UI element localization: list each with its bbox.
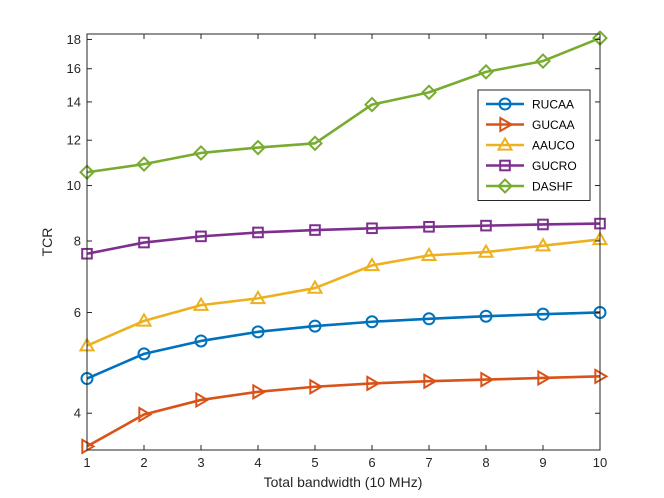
- y-tick-label-14: 14: [67, 94, 81, 109]
- data-point-rucaa-6: [365, 315, 379, 329]
- y-tick-label-8: 8: [74, 233, 81, 248]
- data-point-rucaa-7: [422, 312, 436, 326]
- data-point-dashf-7: [421, 84, 437, 101]
- data-point-gucaa-5: [309, 378, 324, 395]
- data-point-aauco-3: [192, 296, 210, 311]
- x-tick-label-7: 7: [425, 455, 432, 470]
- legend-entry-gucro: GUCRO: [486, 159, 577, 173]
- y-tick-label-6: 6: [74, 305, 81, 320]
- data-point-dashf-5: [307, 135, 323, 152]
- data-point-dashf-9: [535, 53, 551, 69]
- x-tick-label-6: 6: [368, 455, 375, 470]
- data-point-aauco-5: [306, 279, 324, 294]
- y-tick-label-16: 16: [67, 61, 81, 76]
- data-point-gucro-6: [366, 222, 378, 235]
- data-point-gucro-5: [309, 224, 321, 236]
- data-point-aauco-6: [363, 256, 381, 272]
- legend-marker-rucaa: [498, 97, 512, 111]
- legend-entry-aauco: AAUCO: [486, 136, 575, 153]
- legend: RUCAA GUCAA AAUCO GUCRO DASHF: [477, 89, 591, 201]
- data-point-dashf-8: [478, 63, 494, 80]
- legend-entry-rucaa: RUCAA: [486, 97, 574, 112]
- series-dashf: [79, 30, 608, 181]
- x-tick-label-4: 4: [254, 455, 261, 470]
- legend-marker-gucaa: [499, 116, 514, 133]
- data-point-aauco-9: [534, 237, 552, 252]
- data-point-aauco-4: [249, 289, 267, 305]
- data-point-rucaa-4: [251, 325, 265, 339]
- series-gucaa: [81, 368, 609, 455]
- data-point-aauco-2: [135, 312, 153, 327]
- series-rucaa: [80, 305, 607, 386]
- data-point-aauco-7: [420, 246, 438, 262]
- data-point-aauco-8: [477, 243, 495, 258]
- plot-frame: [86, 33, 601, 451]
- data-point-rucaa-2: [137, 347, 151, 361]
- series-line-aauco: [86, 238, 601, 347]
- data-point-gucaa-6: [366, 375, 381, 392]
- data-point-gucaa-3: [195, 391, 210, 409]
- x-tick-label-8: 8: [482, 455, 489, 470]
- data-point-gucro-7: [423, 220, 435, 233]
- data-point-dashf-2: [136, 156, 152, 173]
- legend-marker-gucro: [499, 159, 511, 172]
- series-line-dashf: [86, 36, 601, 174]
- series-aauco: [78, 230, 609, 352]
- legend-entry-dashf: DASHF: [486, 178, 573, 194]
- data-point-rucaa-8: [479, 309, 493, 323]
- x-tick-label-1: 1: [83, 455, 90, 470]
- x-tick-label-3: 3: [197, 455, 204, 470]
- data-point-gucro-9: [537, 218, 549, 231]
- legend-label-gucaa: GUCAA: [532, 118, 575, 132]
- data-point-rucaa-5: [308, 319, 322, 333]
- y-tick-label-12: 12: [67, 133, 81, 148]
- data-point-dashf-6: [364, 96, 380, 113]
- series-line-gucaa: [86, 375, 601, 448]
- data-point-rucaa-9: [536, 307, 550, 321]
- data-point-gucro-3: [195, 230, 207, 243]
- data-point-gucaa-2: [138, 406, 153, 423]
- y-axis-title: TCR: [39, 228, 55, 257]
- x-axis-title: Total bandwidth (10 MHz): [264, 474, 423, 490]
- x-tick-label-10: 10: [593, 455, 607, 470]
- data-point-gucaa-8: [480, 371, 495, 388]
- data-point-gucaa-10: [594, 368, 609, 385]
- data-point-dashf-4: [250, 139, 266, 156]
- legend-marker-dashf: [497, 178, 513, 194]
- x-tick-label-5: 5: [311, 455, 318, 470]
- data-point-rucaa-3: [194, 334, 208, 348]
- data-point-gucaa-4: [252, 383, 267, 401]
- data-point-gucaa-7: [423, 372, 438, 390]
- y-tick-label-10: 10: [67, 178, 81, 193]
- series-line-gucro: [86, 222, 601, 256]
- x-tick-label-9: 9: [539, 455, 546, 470]
- data-point-gucaa-9: [537, 369, 552, 387]
- series-layer: [78, 30, 609, 455]
- y-tick-label-4: 4: [74, 406, 81, 421]
- data-point-gucro-4: [252, 226, 264, 239]
- data-point-gucro-8: [480, 219, 492, 232]
- y-tick-label-18: 18: [67, 32, 81, 47]
- data-point-gucro-2: [138, 236, 150, 249]
- legend-marker-aauco: [496, 136, 514, 151]
- legend-entry-gucaa: GUCAA: [486, 116, 575, 133]
- data-point-dashf-3: [193, 145, 209, 161]
- series-line-rucaa: [86, 311, 601, 380]
- legend-label-gucro: GUCRO: [532, 159, 577, 173]
- legend-label-rucaa: RUCAA: [532, 98, 574, 112]
- legend-label-aauco: AAUCO: [532, 139, 575, 153]
- x-tick-label-2: 2: [140, 455, 147, 470]
- legend-label-dashf: DASHF: [532, 180, 573, 194]
